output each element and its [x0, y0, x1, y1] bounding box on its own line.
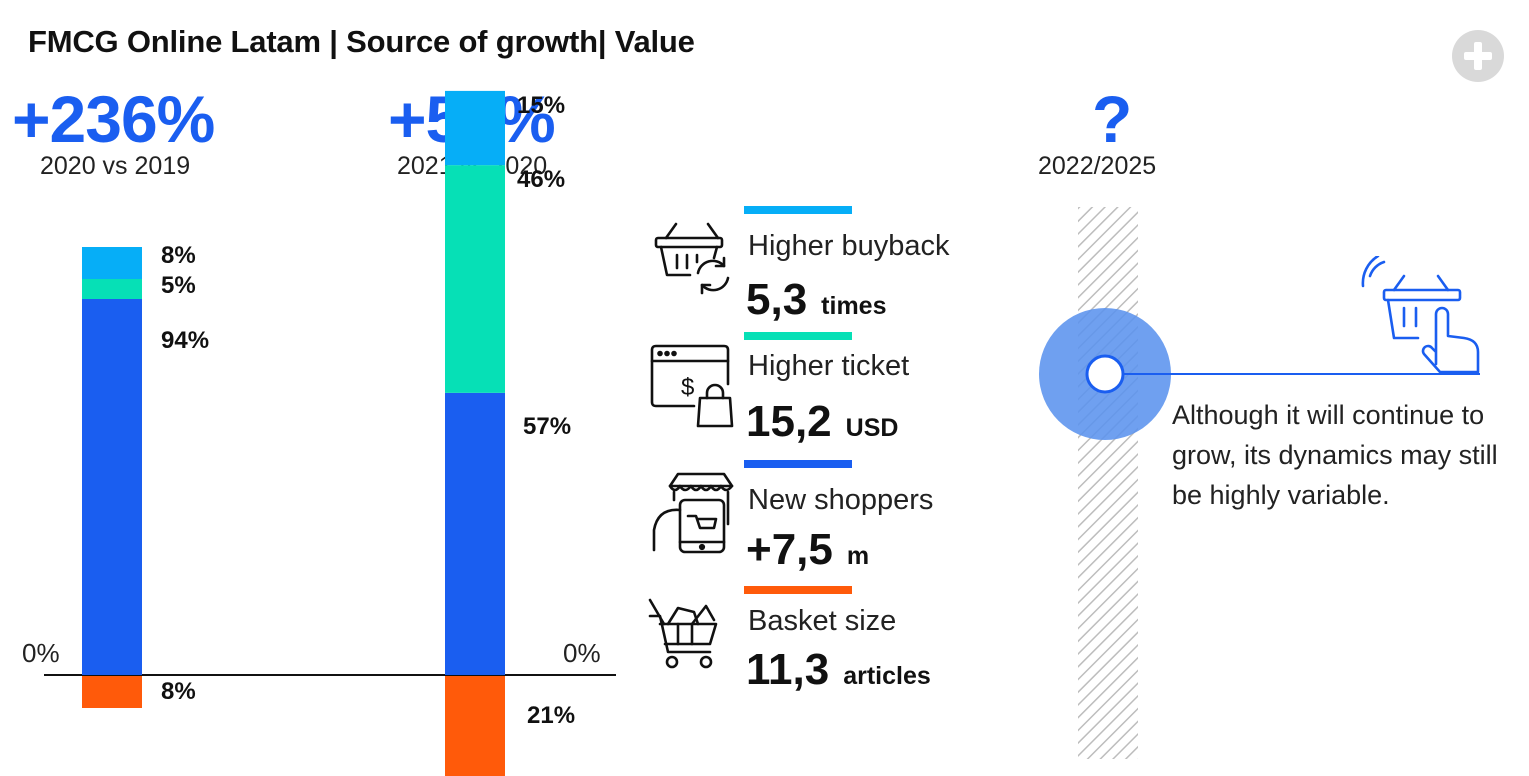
driver-value-ticket: 15,2 USD	[746, 400, 898, 444]
bar-segment-buyback-1	[82, 247, 142, 279]
driver-label-ticket: Higher ticket	[748, 350, 910, 382]
value-unit: articles	[843, 662, 931, 690]
zero-label-left: 0%	[22, 638, 60, 668]
shoppers-color-bar	[744, 460, 852, 468]
data-label-buyback-2: 15%	[517, 92, 565, 119]
driver-value-basket: 11,3 articles	[746, 648, 931, 692]
bar-segment-shoppers-1	[82, 299, 142, 675]
value-unit: times	[821, 292, 887, 320]
expand-plus-icon[interactable]	[1452, 30, 1504, 82]
data-label-basket-2: 21%	[527, 702, 575, 729]
data-label-buyback-1: 8%	[161, 242, 196, 269]
data-label-ticket-1: 5%	[161, 272, 196, 299]
data-label-shoppers-2: 57%	[523, 413, 571, 440]
bar-segment-basket-2	[445, 676, 505, 776]
driver-value-buyback: 5,3 times	[746, 278, 886, 322]
shopping-cart-icon	[648, 598, 720, 672]
outlook-marker	[1085, 354, 1125, 394]
driver-label-basket: Basket size	[748, 605, 897, 637]
data-label-ticket-2: 46%	[517, 166, 565, 193]
ticket-color-bar	[744, 332, 852, 340]
data-label-basket-1: 8%	[161, 678, 196, 705]
outlook-note: Although it will continue to grow, its d…	[1172, 400, 1498, 510]
buyback-color-bar	[744, 206, 852, 214]
basket-refresh-icon	[652, 218, 734, 300]
bar-segment-basket-1	[82, 676, 142, 708]
bar-segment-ticket-1	[82, 279, 142, 299]
data-label-shoppers-1: 94%	[161, 327, 209, 354]
bar-segment-shoppers-2	[445, 392, 505, 675]
value-number: 11,3	[746, 645, 830, 694]
value-unit: USD	[845, 414, 899, 442]
bar-segment-buyback-2	[445, 90, 505, 166]
driver-label-shoppers: New shoppers	[748, 484, 934, 516]
driver-value-shoppers: +7,5 m	[746, 528, 869, 572]
value-number: +7,5	[746, 525, 833, 574]
zero-label-right: 0%	[563, 638, 601, 668]
web-payment-bag-icon: $	[650, 344, 734, 428]
mobile-shop-icon	[652, 470, 736, 556]
period-label-2020: 2020 vs 2019	[40, 152, 191, 180]
outlook-hatched-band	[1078, 207, 1138, 759]
growth-outlook: ?	[1092, 82, 1132, 156]
basket-color-bar	[744, 586, 852, 594]
bar-segment-ticket-2	[445, 165, 505, 393]
chart-title: FMCG Online Latam | Source of growth| Va…	[28, 24, 695, 59]
value-number: 15,2	[746, 397, 832, 446]
value-number: 5,3	[746, 275, 808, 324]
basket-tap-icon[interactable]	[1360, 256, 1482, 378]
value-unit: m	[846, 542, 870, 570]
period-label-outlook: 2022/2025	[1038, 152, 1157, 180]
svg-text:$: $	[681, 374, 694, 401]
growth-2020: +236%	[12, 82, 215, 156]
driver-label-buyback: Higher buyback	[748, 230, 950, 262]
